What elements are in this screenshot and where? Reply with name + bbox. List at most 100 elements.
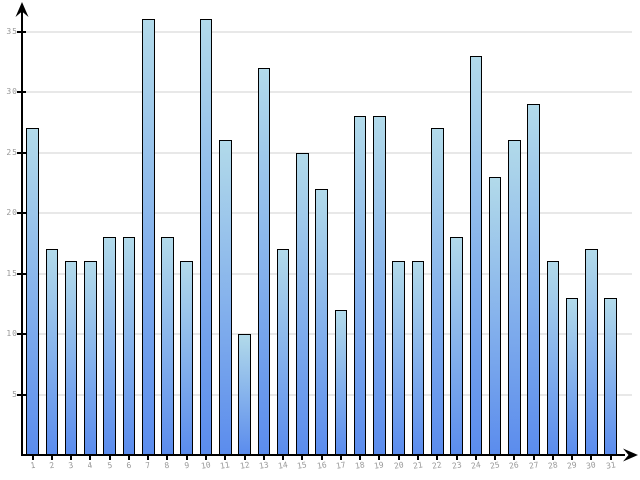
bar-9: [180, 261, 194, 455]
x-tick-mark-17: [339, 455, 342, 460]
gridline-y-30: [23, 91, 632, 93]
x-tick-mark-2: [50, 455, 53, 460]
bar-16: [315, 188, 328, 455]
x-tick-label-3: 3: [67, 460, 75, 471]
bar-18: [353, 116, 367, 455]
x-tick-label-13: 13: [258, 460, 270, 471]
bar-13: [257, 67, 271, 455]
bar-11: [219, 140, 232, 455]
x-tick-label-24: 24: [470, 460, 482, 471]
y-tick-mark-5: [17, 393, 26, 396]
y-tick-mark-20: [17, 212, 26, 214]
bar-25: [488, 176, 502, 455]
x-tick-label-16: 16: [316, 460, 328, 471]
x-tick-mark-9: [185, 455, 188, 460]
x-tick-label-29: 29: [566, 460, 578, 471]
y-tick-label-5: 5: [12, 389, 18, 399]
x-tick-mark-29: [571, 455, 574, 460]
x-tick-label-8: 8: [164, 460, 171, 471]
bar-4: [84, 261, 97, 455]
bar-23: [450, 237, 463, 455]
bar-12: [238, 334, 251, 455]
y-tick-mark-25: [17, 151, 26, 154]
bar-15: [296, 152, 309, 455]
bar-10: [199, 19, 213, 455]
bar-5: [103, 237, 116, 455]
y-tick-mark-10: [17, 333, 26, 335]
x-tick-mark-13: [262, 455, 265, 460]
x-tick-label-7: 7: [145, 460, 152, 471]
x-tick-mark-20: [397, 455, 400, 460]
x-tick-mark-30: [590, 455, 593, 460]
x-tick-label-6: 6: [125, 460, 132, 471]
bar-27: [527, 104, 540, 455]
x-tick-mark-18: [359, 455, 362, 460]
x-tick-label-20: 20: [393, 460, 405, 471]
x-tick-mark-19: [378, 455, 381, 460]
x-tick-label-19: 19: [373, 460, 385, 471]
bar-14: [276, 249, 290, 455]
x-tick-label-5: 5: [106, 460, 113, 471]
x-tick-label-21: 21: [412, 460, 424, 471]
bar-26: [508, 140, 521, 455]
bar-2: [45, 249, 59, 455]
x-tick-label-10: 10: [200, 460, 212, 471]
x-tick-mark-27: [532, 455, 535, 460]
y-tick-label-20: 20: [6, 208, 18, 217]
x-tick-label-27: 27: [528, 460, 539, 471]
x-tick-label-22: 22: [431, 460, 443, 471]
x-tick-label-28: 28: [547, 460, 559, 471]
bar-1: [26, 128, 39, 455]
y-tick-label-10: 10: [6, 329, 18, 338]
x-tick-mark-31: [609, 455, 612, 460]
y-tick-label-15: 15: [6, 268, 18, 278]
x-tick-mark-10: [205, 455, 208, 460]
x-tick-mark-14: [282, 455, 285, 460]
bar-3: [64, 261, 78, 455]
y-axis-arrow-icon: [15, 2, 29, 17]
x-tick-mark-16: [320, 455, 323, 460]
x-tick-mark-1: [31, 455, 34, 460]
bar-19: [373, 116, 386, 455]
x-tick-label-18: 18: [354, 460, 366, 471]
x-tick-mark-6: [127, 455, 130, 460]
x-tick-mark-24: [474, 455, 477, 460]
bar-7: [141, 19, 155, 455]
x-tick-mark-25: [494, 455, 497, 460]
x-tick-mark-5: [108, 455, 111, 460]
y-tick-label-25: 25: [6, 147, 18, 157]
x-axis-arrow-icon: [623, 448, 638, 462]
bar-6: [122, 237, 136, 455]
x-tick-mark-7: [147, 455, 150, 460]
x-tick-label-17: 17: [335, 460, 347, 471]
x-tick-mark-23: [455, 455, 458, 460]
x-tick-mark-26: [513, 455, 516, 460]
bar-31: [604, 297, 617, 455]
x-tick-label-15: 15: [296, 460, 308, 471]
x-tick-mark-3: [70, 455, 73, 460]
x-tick-label-4: 4: [87, 460, 94, 471]
x-tick-mark-15: [301, 455, 304, 460]
x-tick-mark-22: [436, 455, 439, 460]
x-tick-label-23: 23: [450, 460, 462, 471]
x-tick-label-9: 9: [183, 460, 190, 471]
x-tick-label-25: 25: [489, 460, 501, 471]
x-tick-label-31: 31: [605, 460, 617, 471]
x-tick-label-26: 26: [508, 460, 520, 471]
x-tick-mark-28: [551, 455, 554, 460]
gridline-y-25: [23, 151, 632, 154]
bar-17: [334, 309, 348, 455]
x-tick-label-2: 2: [48, 460, 55, 471]
y-tick-mark-30: [17, 91, 26, 93]
x-tick-mark-4: [89, 455, 92, 460]
bar-29: [565, 297, 579, 455]
y-tick-mark-35: [17, 30, 26, 33]
bar-22: [430, 128, 444, 455]
x-tick-mark-8: [166, 455, 169, 460]
gridline-y-35: [23, 30, 632, 33]
x-tick-label-11: 11: [219, 460, 231, 471]
x-tick-label-12: 12: [239, 460, 250, 471]
y-tick-mark-15: [17, 272, 26, 275]
x-tick-mark-12: [243, 455, 246, 460]
bar-21: [411, 261, 425, 455]
